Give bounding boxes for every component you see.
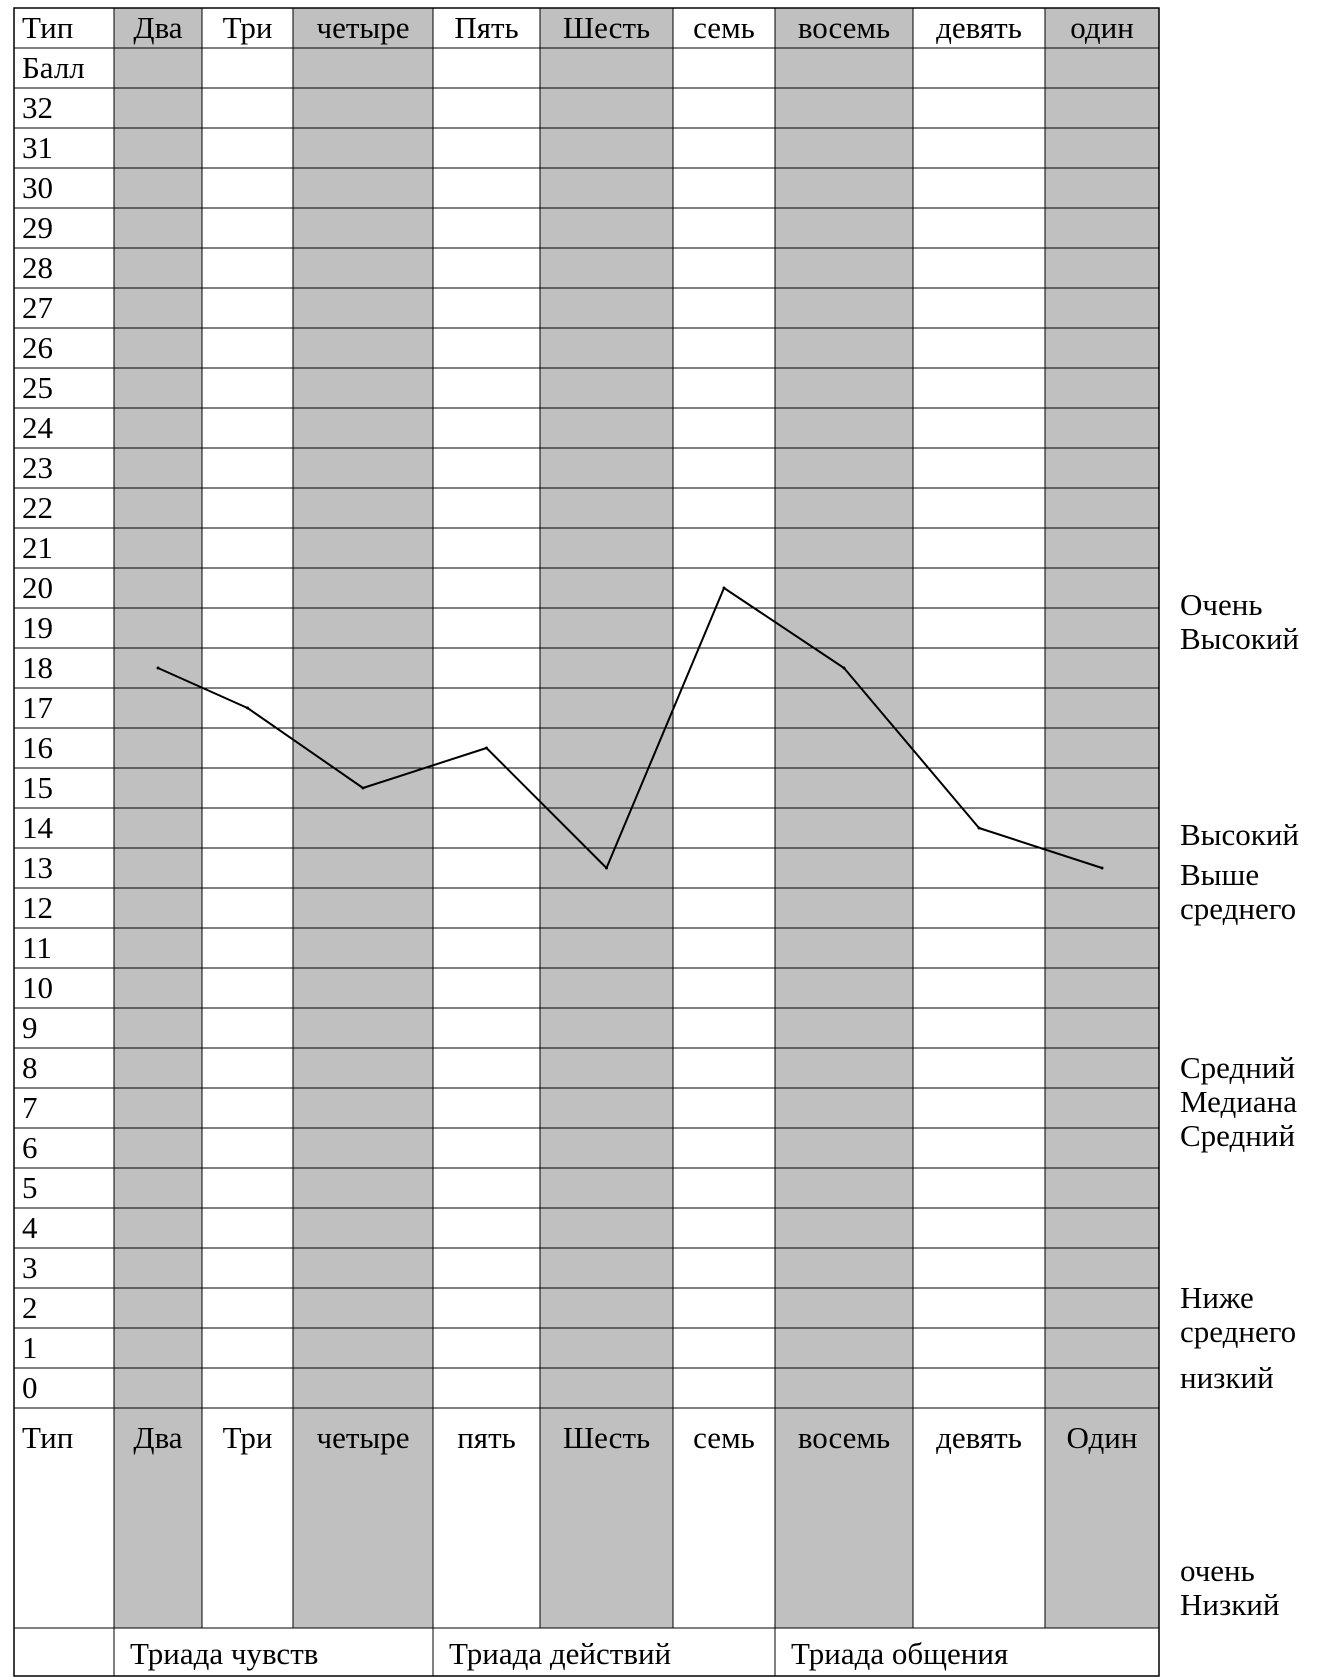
header-category-0: Два (133, 10, 182, 45)
score-tick-18: 18 (22, 650, 53, 685)
score-tick-1: 1 (22, 1330, 38, 1365)
level-high: Высокий (1180, 818, 1299, 852)
profile-point-4 (605, 866, 608, 870)
profile-segment-2 (362, 747, 487, 789)
level-high-text: Высокий (1180, 817, 1300, 852)
score-tick-0: 0 (22, 1370, 38, 1405)
profile-segment-3 (485, 747, 608, 869)
score-tick-31: 31 (22, 130, 53, 165)
score-tick-30: 30 (22, 170, 53, 205)
header-category-5: семь (693, 10, 755, 45)
score-tick-25: 25 (22, 370, 53, 405)
bottom-category-5: семь (693, 1420, 755, 1455)
profile-segment-5 (723, 587, 845, 669)
score-tick-32: 32 (22, 90, 53, 125)
score-tick-3: 3 (22, 1250, 38, 1285)
score-tick-28: 28 (22, 250, 53, 285)
profile-segment-6 (843, 667, 980, 829)
score-tick-6: 6 (22, 1130, 38, 1165)
score-tick-13: 13 (22, 850, 53, 885)
triad-label-1: Триада действий (449, 1636, 671, 1671)
triad-label-0: Триада чувств (130, 1636, 318, 1671)
header-category-2: четыре (317, 10, 410, 45)
header-type-label: Тип (22, 10, 73, 45)
profile-point-3 (485, 746, 488, 750)
bottom-category-1: Три (223, 1420, 273, 1455)
profile-point-6 (842, 666, 846, 670)
score-tick-21: 21 (22, 530, 53, 565)
score-tick-8: 8 (22, 1050, 38, 1085)
profile-point-5 (722, 586, 726, 590)
shaded-column-9 (1045, 8, 1159, 1628)
level-average: Средний Медиана Средний (1180, 1051, 1297, 1153)
score-tick-12: 12 (22, 890, 53, 925)
bottom-category-8: Один (1067, 1420, 1138, 1455)
shaded-column-5 (540, 8, 673, 1628)
level-below-average-text: Ниже среднего (1180, 1280, 1297, 1349)
header-category-1: Три (223, 10, 273, 45)
level-low: низкий (1180, 1361, 1274, 1395)
header-category-3: Пять (454, 10, 518, 45)
score-header-label: Балл (22, 50, 85, 85)
score-tick-23: 23 (22, 450, 53, 485)
score-tick-5: 5 (22, 1170, 38, 1205)
level-very-high-text: Очень Высокий (1180, 587, 1300, 656)
score-tick-2: 2 (22, 1290, 38, 1325)
shaded-column-1 (114, 8, 202, 1628)
score-tick-26: 26 (22, 330, 53, 365)
score-tick-10: 10 (22, 970, 53, 1005)
score-tick-24: 24 (22, 410, 54, 445)
header-category-4: Шесть (563, 10, 650, 45)
level-above-average: Выше среднего (1180, 858, 1296, 926)
score-tick-20: 20 (22, 570, 53, 605)
level-above-average-text: Выше среднего (1180, 857, 1297, 926)
profile-point-2 (361, 786, 365, 790)
score-tick-17: 17 (22, 690, 53, 725)
score-tick-29: 29 (22, 210, 53, 245)
score-tick-27: 27 (22, 290, 53, 325)
triad-label-2: Триада общения (791, 1636, 1008, 1671)
bottom-category-3: пять (457, 1420, 516, 1455)
score-tick-9: 9 (22, 1010, 38, 1045)
header-category-8: один (1070, 10, 1134, 45)
score-tick-11: 11 (22, 930, 52, 965)
shaded-column-3 (293, 8, 433, 1628)
score-tick-16: 16 (22, 730, 53, 765)
profile-segment-7 (978, 827, 1103, 869)
bottom-type-label: Тип (22, 1420, 73, 1455)
level-below-average: Ниже среднего (1180, 1281, 1296, 1349)
score-tick-22: 22 (22, 490, 53, 525)
profile-point-0 (156, 666, 160, 670)
profile-segment-1 (246, 707, 364, 789)
score-tick-14: 14 (22, 810, 54, 845)
profile-point-1 (246, 706, 249, 710)
level-low-text: низкий (1180, 1360, 1274, 1395)
profile-point-7 (977, 826, 981, 830)
table-frame (13, 7, 1160, 1677)
profile-point-8 (1100, 866, 1104, 870)
shaded-column-7 (775, 8, 913, 1628)
level-very-low: очень Низкий (1180, 1554, 1279, 1622)
score-tick-7: 7 (22, 1090, 38, 1125)
header-category-7: девять (936, 10, 1022, 45)
bottom-category-2: четыре (317, 1420, 410, 1455)
bottom-category-7: девять (936, 1420, 1022, 1455)
bottom-category-0: Два (133, 1420, 182, 1455)
score-tick-19: 19 (22, 610, 53, 645)
bottom-category-4: Шесть (563, 1420, 650, 1455)
header-category-6: восемь (798, 10, 890, 45)
score-tick-4: 4 (22, 1210, 38, 1245)
level-average-text: Средний Медиана Средний (1180, 1050, 1297, 1153)
bottom-category-6: восемь (798, 1420, 890, 1455)
level-very-low-text: очень Низкий (1180, 1553, 1280, 1622)
score-tick-15: 15 (22, 770, 53, 805)
profile-segment-0 (157, 667, 248, 709)
profile-segment-4 (605, 587, 725, 869)
level-very-high: Очень Высокий (1180, 588, 1299, 656)
